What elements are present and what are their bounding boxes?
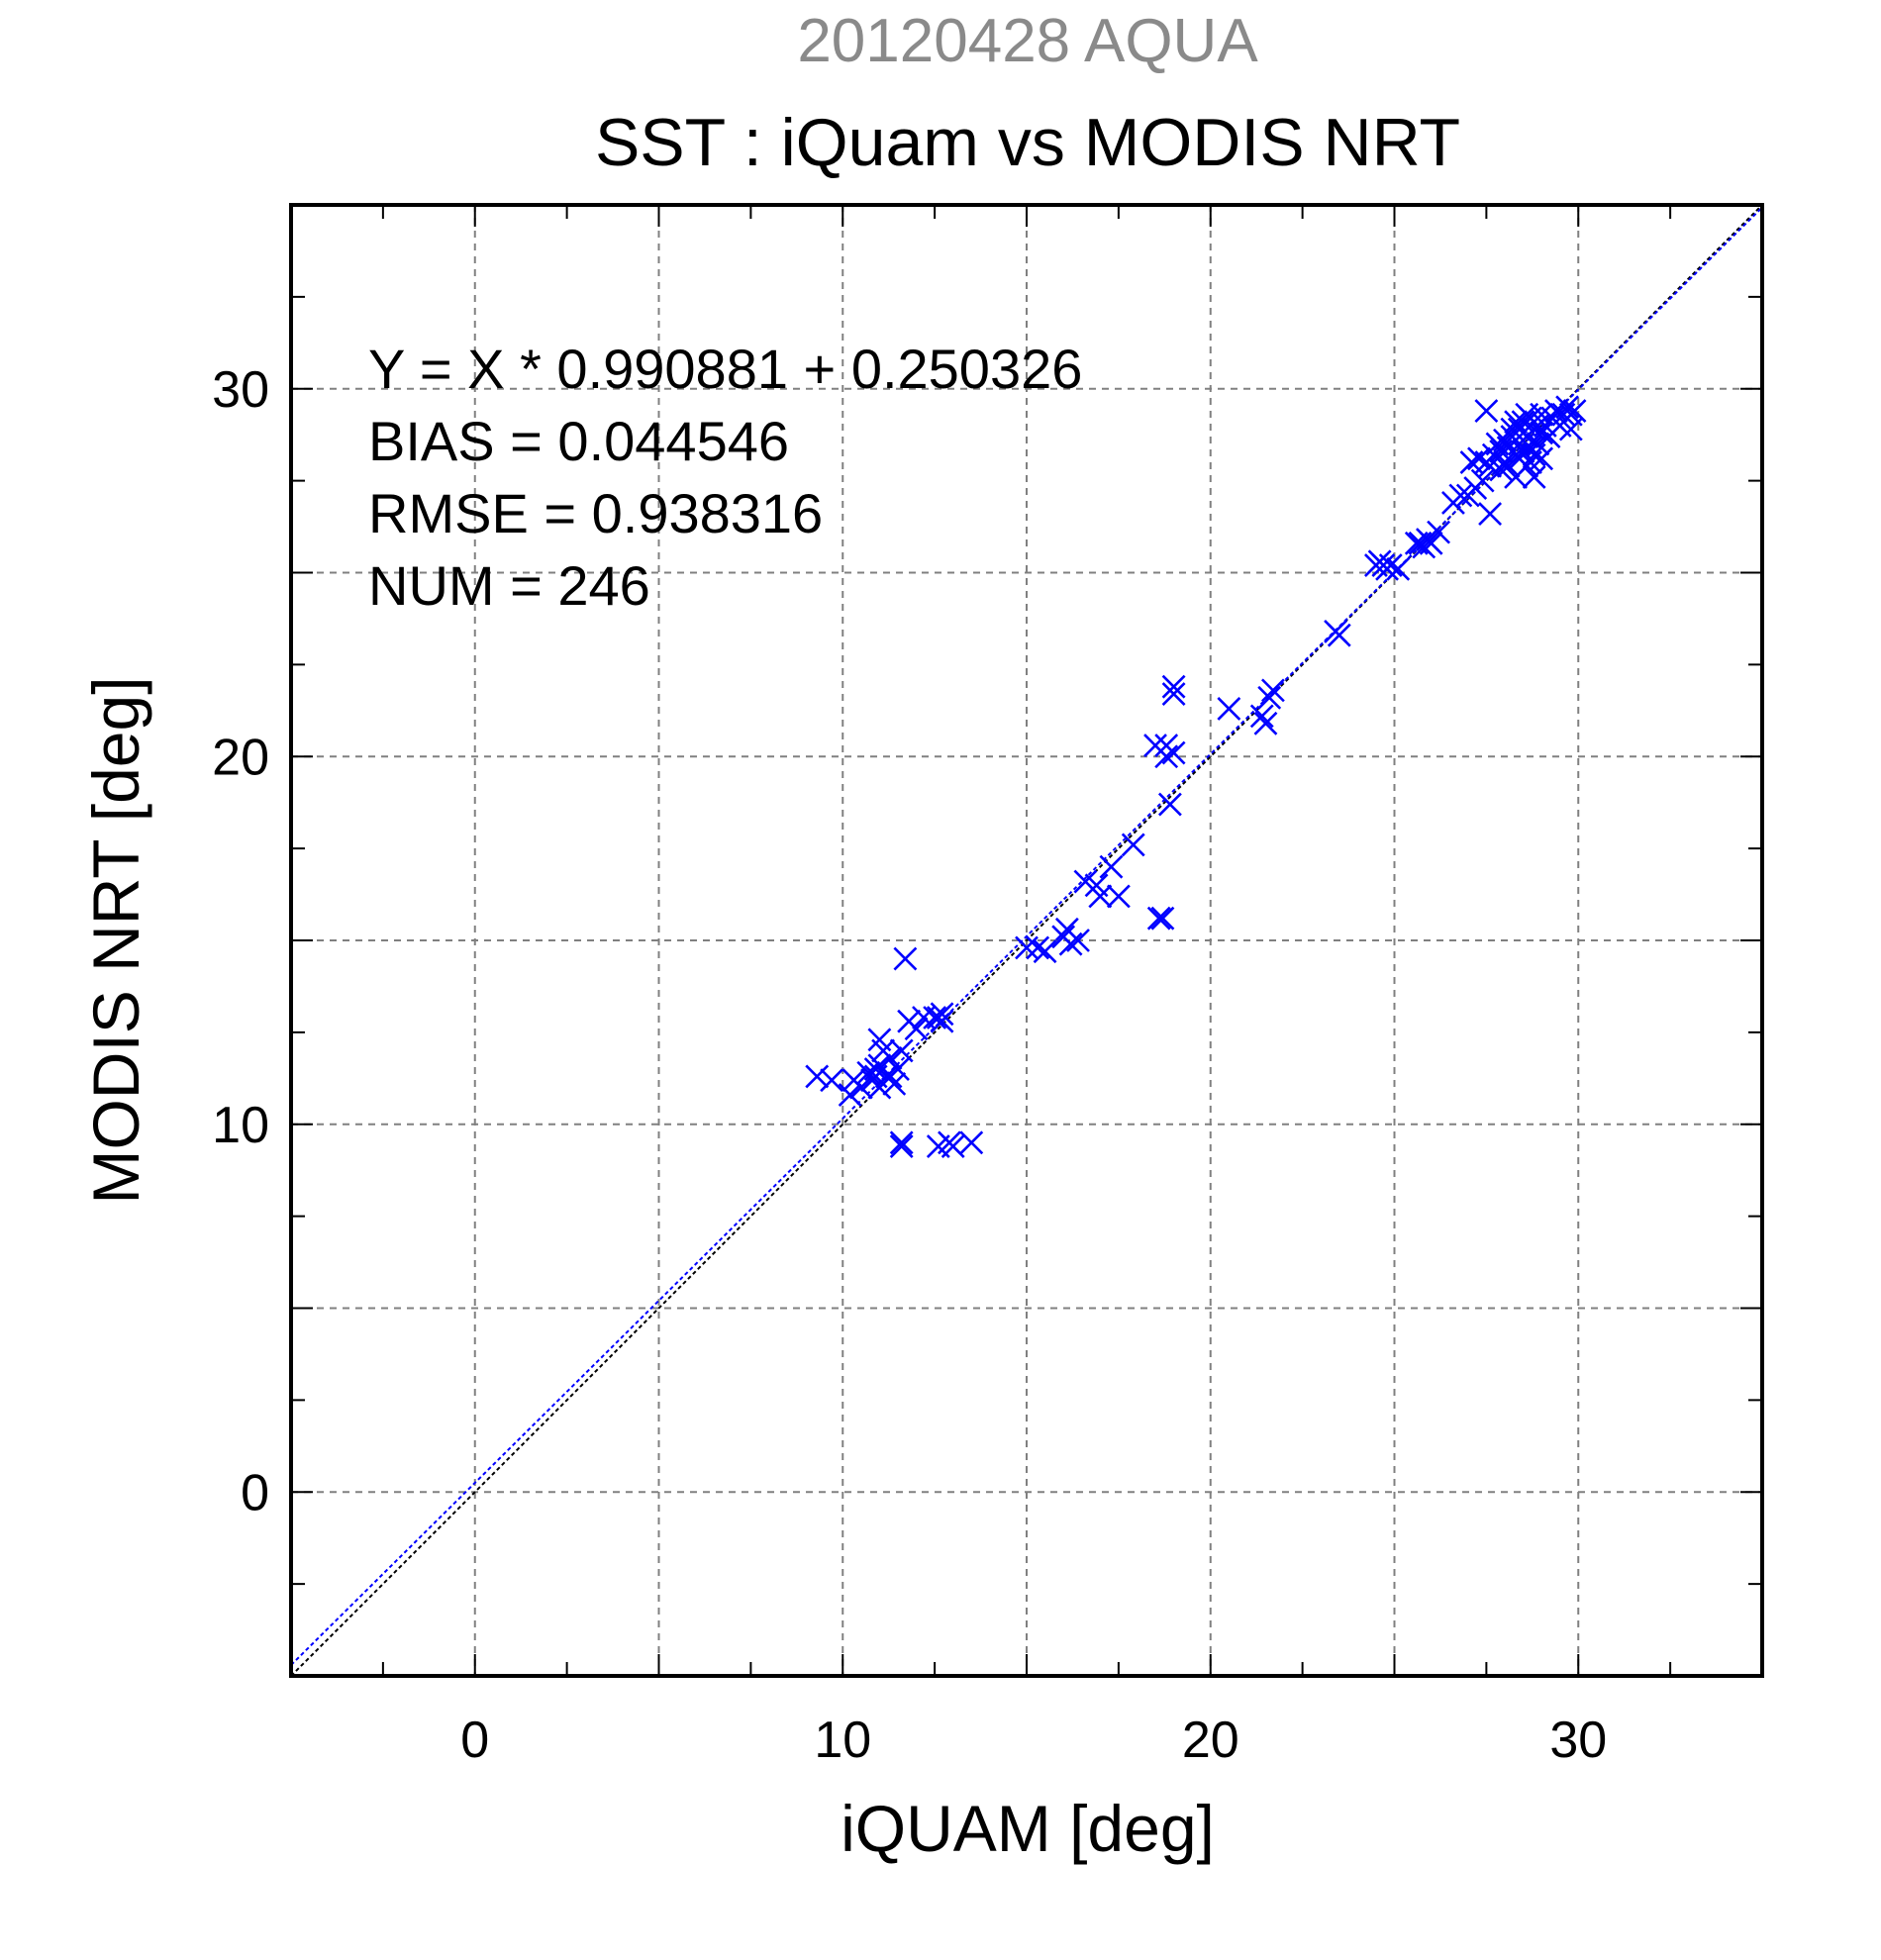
x-tick-label: 30 — [1549, 1712, 1607, 1769]
data-point — [878, 1045, 903, 1070]
data-point — [904, 1017, 929, 1041]
data-point — [1217, 697, 1241, 721]
data-point — [848, 1075, 873, 1100]
grid — [291, 205, 1762, 1676]
data-point — [1558, 417, 1583, 441]
data-point — [1033, 939, 1057, 964]
data-point — [1562, 399, 1587, 423]
data-point — [1496, 453, 1521, 478]
data-point — [959, 1130, 984, 1155]
data-point — [1519, 450, 1542, 474]
y-tick-label: 10 — [212, 1097, 269, 1154]
data-point — [1386, 556, 1411, 581]
data-point — [1150, 906, 1175, 931]
data-point — [1474, 399, 1499, 423]
data-point — [1427, 520, 1450, 544]
chart-title: SST : iQuam vs MODIS NRT — [595, 105, 1460, 180]
data-point — [882, 1071, 907, 1096]
data-point — [1504, 410, 1529, 435]
x-axis-label: iQUAM [deg] — [841, 1792, 1215, 1865]
minor-ticks — [291, 205, 1762, 1676]
data-point — [893, 946, 918, 971]
tick-labels: 0 10 20 30 0 10 20 30 — [212, 361, 1607, 1769]
data-point — [1257, 685, 1282, 710]
y-axis-label: MODIS NRT [deg] — [79, 676, 152, 1204]
data-points — [805, 395, 1587, 1158]
data-point — [1555, 395, 1580, 420]
data-point — [1161, 682, 1186, 707]
data-point — [1467, 446, 1491, 471]
data-point — [1327, 623, 1351, 647]
data-point — [1515, 402, 1539, 427]
x-tick-label: 10 — [814, 1712, 871, 1769]
data-point — [1066, 929, 1090, 952]
data-point — [923, 1006, 947, 1029]
data-point — [1522, 442, 1546, 467]
data-point — [867, 1028, 892, 1052]
chart-supertitle: 20120428 AQUA — [797, 7, 1258, 75]
data-point — [1470, 468, 1495, 493]
data-point — [1260, 678, 1285, 703]
data-point — [1026, 935, 1050, 960]
stats-line: RMSE = 0.938316 — [368, 482, 823, 544]
data-point — [940, 1134, 965, 1158]
data-point — [856, 1060, 881, 1085]
data-point — [889, 1134, 914, 1158]
data-point — [820, 1068, 844, 1093]
plot-frame — [289, 203, 1764, 1678]
data-point — [930, 1002, 954, 1027]
data-point — [1419, 531, 1443, 555]
data-point — [1253, 711, 1278, 735]
fit-lines — [291, 205, 1762, 1676]
data-point — [1058, 931, 1083, 956]
x-tick-label: 20 — [1182, 1712, 1239, 1769]
data-point — [930, 1009, 954, 1033]
stats-line: BIAS = 0.044546 — [368, 410, 789, 472]
data-point — [1157, 792, 1182, 817]
data-point — [838, 1083, 862, 1107]
data-point — [1088, 884, 1113, 909]
data-point — [1511, 410, 1535, 435]
y-tick-label: 20 — [212, 729, 269, 786]
y-tick-label: 30 — [212, 361, 269, 419]
data-point — [889, 1130, 914, 1155]
data-point — [889, 1038, 914, 1063]
data-point — [1489, 457, 1514, 482]
y-tick-label: 0 — [241, 1464, 269, 1521]
regression-line — [291, 206, 1762, 1666]
data-point — [1106, 884, 1131, 909]
data-point — [1249, 704, 1274, 729]
data-point — [1478, 502, 1503, 526]
x-tick-label: 0 — [460, 1712, 489, 1769]
data-point — [805, 1064, 830, 1089]
data-point — [1530, 421, 1554, 445]
data-point — [1154, 744, 1179, 769]
stats-line: Y = X * 0.990881 + 0.250326 — [368, 338, 1082, 400]
data-point — [1161, 740, 1186, 765]
data-point — [1511, 421, 1535, 445]
data-point — [1161, 674, 1186, 699]
data-point — [1121, 833, 1145, 857]
data-point — [1522, 464, 1546, 489]
data-point — [1015, 935, 1039, 960]
stats-line: NUM = 246 — [368, 554, 650, 617]
data-point — [1448, 483, 1473, 508]
data-point — [1378, 553, 1403, 577]
data-point — [878, 1064, 903, 1089]
data-point — [1099, 854, 1124, 879]
data-point — [1146, 906, 1171, 931]
data-point — [1493, 428, 1517, 452]
stats-annotation: Y = X * 0.990881 + 0.250326 BIAS = 0.0445… — [368, 338, 1082, 617]
